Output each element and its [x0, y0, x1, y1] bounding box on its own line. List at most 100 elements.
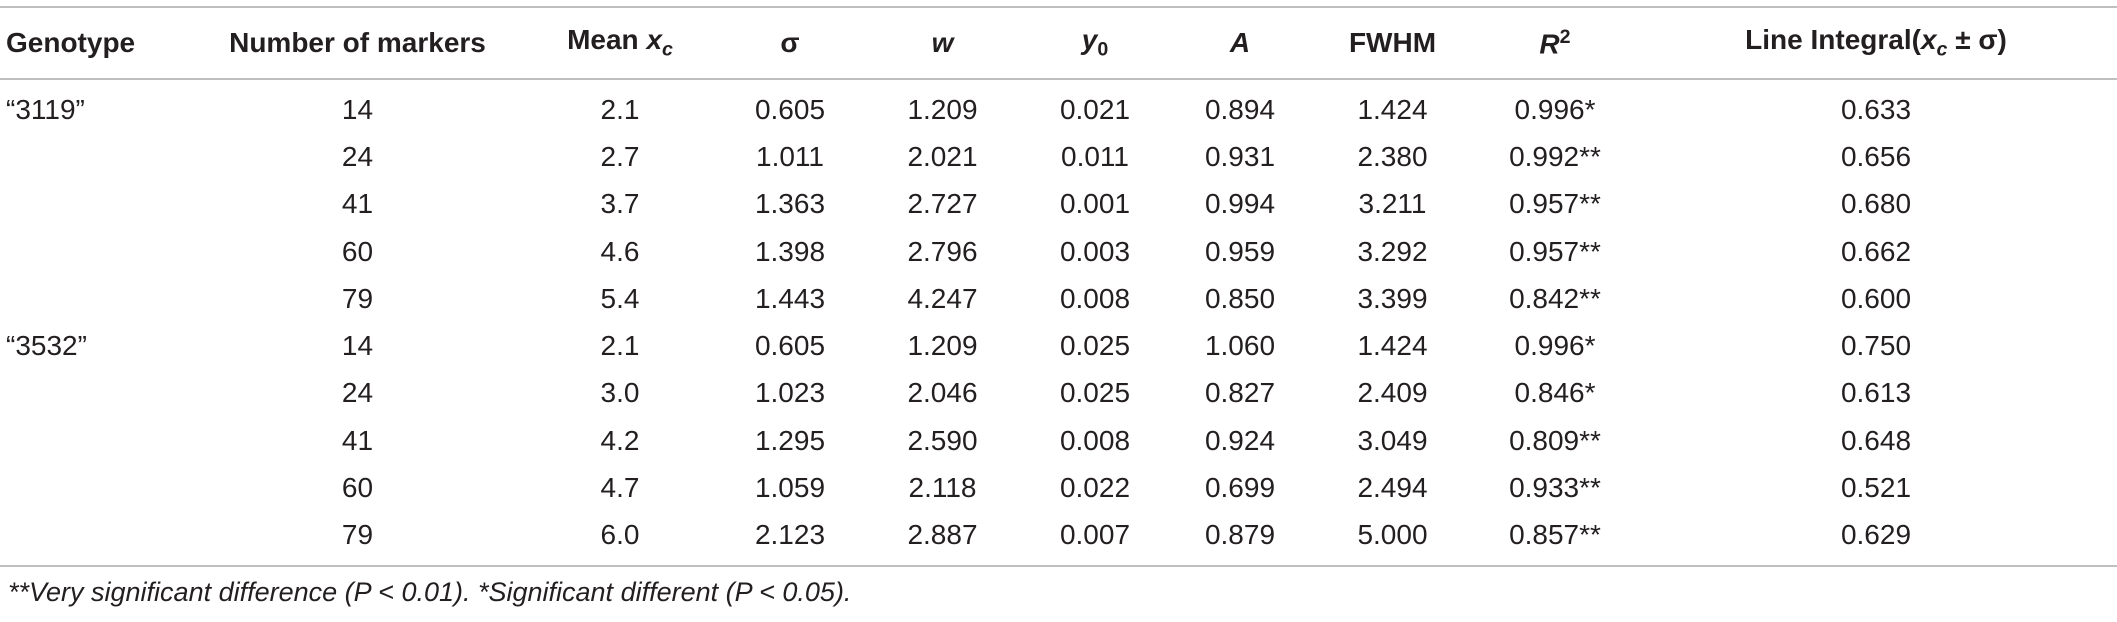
cell-genotype	[0, 228, 190, 275]
cell-line-integral: 0.613	[1840, 377, 1912, 409]
cell-genotype	[0, 275, 190, 322]
cell-sigma: 0.605	[754, 93, 826, 125]
cell-w: 4.247	[907, 282, 978, 314]
table-row: 79 5.4 1.443 4.247 0.008 0.850 3.399 0.842** 0.6…	[0, 275, 2117, 322]
cell-fwhm: 3.211	[1358, 188, 1427, 220]
cell-r-squared: 0.857**	[1509, 519, 1601, 551]
cell-number-of-markers: 24	[341, 140, 374, 172]
cell-number-of-markers: 79	[341, 282, 374, 314]
table-row: 41 4.2 1.295 2.590 0.008 0.924 3.049 0.809** 0.6…	[0, 417, 2117, 464]
cell-r-squared: 0.992**	[1509, 140, 1601, 172]
cell-sigma: 1.011	[756, 140, 824, 172]
cell-a: 0.959	[1204, 235, 1276, 267]
cell-r-squared: 0.996*	[1514, 330, 1596, 362]
cell-genotype	[0, 181, 190, 228]
cell-mean-xc: 3.7	[600, 188, 640, 220]
cell-number-of-markers: 60	[341, 472, 374, 504]
header-fwhm: FWHM	[1348, 27, 1437, 58]
cell-y0: 0.022	[1059, 472, 1131, 504]
table-row: “3532” 14 2.1 0.605 1.209 0.025 1.060 1.424 0.99…	[0, 322, 2117, 369]
cell-number-of-markers: 41	[341, 188, 374, 220]
cell-mean-xc: 5.4	[600, 282, 640, 314]
cell-a: 1.060	[1204, 330, 1276, 362]
cell-mean-xc: 2.7	[600, 140, 640, 172]
table-bottom-rule	[0, 564, 2117, 567]
cell-line-integral: 0.656	[1840, 140, 1912, 172]
cell-fwhm: 3.292	[1357, 235, 1428, 267]
header-y0: y0	[1081, 24, 1109, 61]
cell-y0: 0.008	[1059, 282, 1131, 314]
header-sigma: σ	[780, 27, 800, 58]
cell-a: 0.894	[1204, 93, 1276, 125]
cell-genotype	[0, 370, 190, 417]
cell-line-integral: 0.633	[1840, 93, 1912, 125]
table-body: “3119” 14 2.1 0.605 1.209 0.021 0.894 1.424 0.99…	[0, 79, 2117, 565]
header-number-of-markers: Number of markers	[229, 27, 486, 58]
cell-fwhm: 2.380	[1357, 140, 1428, 172]
table-row: 60 4.7 1.059 2.118 0.022 0.699 2.494 0.933** 0.5…	[0, 464, 2117, 511]
cell-y0: 0.021	[1059, 93, 1131, 125]
cell-genotype: “3119”	[6, 93, 85, 125]
cell-r-squared: 0.842**	[1509, 282, 1601, 314]
cell-r-squared: 0.957**	[1509, 188, 1601, 220]
cell-y0: 0.001	[1059, 188, 1131, 220]
header-row: Genotype Number of markers Mean xc σ w y…	[0, 7, 2117, 79]
cell-w: 2.727	[907, 188, 978, 220]
cell-genotype	[0, 464, 190, 511]
cell-number-of-markers: 14	[341, 330, 374, 362]
table-row: 24 3.0 1.023 2.046 0.025 0.827 2.409 0.846* 0.61…	[0, 370, 2117, 417]
cell-line-integral: 0.521	[1840, 472, 1912, 504]
cell-r-squared: 0.996*	[1514, 93, 1596, 125]
cell-line-integral: 0.662	[1840, 235, 1912, 267]
cell-w: 2.021	[907, 140, 978, 172]
cell-w: 1.209	[907, 330, 978, 362]
cell-number-of-markers: 14	[341, 93, 374, 125]
cell-mean-xc: 6.0	[600, 519, 640, 551]
cell-r-squared: 0.957**	[1509, 235, 1601, 267]
header-r-squared: R2	[1539, 25, 1571, 60]
cell-genotype	[0, 512, 190, 565]
cell-fwhm: 2.409	[1357, 377, 1428, 409]
cell-a: 0.850	[1204, 282, 1276, 314]
cell-a: 0.699	[1204, 472, 1276, 504]
header-w: w	[931, 27, 954, 58]
cell-line-integral: 0.600	[1840, 282, 1912, 314]
cell-line-integral: 0.629	[1840, 519, 1912, 551]
cell-sigma: 1.295	[754, 424, 826, 456]
cell-a: 0.924	[1204, 424, 1276, 456]
cell-sigma: 0.605	[754, 330, 826, 362]
cell-mean-xc: 2.1	[600, 330, 640, 362]
cell-fwhm: 5.000	[1357, 519, 1428, 551]
cell-r-squared: 0.933**	[1509, 472, 1601, 504]
cell-mean-xc: 3.0	[600, 377, 640, 409]
cell-mean-xc: 2.1	[600, 93, 640, 125]
cell-y0: 0.008	[1059, 424, 1131, 456]
header-a: A	[1229, 27, 1251, 58]
table-container: Genotype Number of markers Mean xc σ w y…	[0, 6, 2117, 608]
cell-w: 2.887	[907, 519, 978, 551]
cell-sigma: 1.398	[754, 235, 826, 267]
table-row: 41 3.7 1.363 2.727 0.001 0.994 3.211 0.957** 0.6…	[0, 181, 2117, 228]
table-row: 60 4.6 1.398 2.796 0.003 0.959 3.292 0.957** 0.6…	[0, 228, 2117, 275]
cell-genotype: “3532”	[6, 330, 87, 362]
cell-number-of-markers: 41	[341, 424, 374, 456]
cell-number-of-markers: 24	[341, 377, 374, 409]
cell-sigma: 1.023	[754, 377, 826, 409]
cell-fwhm: 1.424	[1357, 330, 1428, 362]
cell-mean-xc: 4.7	[600, 472, 640, 504]
cell-sigma: 1.059	[754, 472, 826, 504]
cell-a: 0.879	[1204, 519, 1276, 551]
header-genotype: Genotype	[6, 27, 136, 58]
cell-y0: 0.011	[1061, 140, 1129, 172]
cell-fwhm: 1.424	[1357, 93, 1428, 125]
cell-number-of-markers: 60	[341, 235, 374, 267]
cell-fwhm: 3.399	[1357, 282, 1428, 314]
cell-fwhm: 3.049	[1357, 424, 1428, 456]
cell-mean-xc: 4.6	[600, 235, 640, 267]
cell-line-integral: 0.680	[1840, 188, 1912, 220]
cell-genotype	[0, 417, 190, 464]
cell-number-of-markers: 79	[341, 519, 374, 551]
cell-sigma: 2.123	[754, 519, 826, 551]
header-line-integral: Line Integral(xc ± σ)	[1745, 24, 2007, 61]
cell-line-integral: 0.648	[1840, 424, 1912, 456]
